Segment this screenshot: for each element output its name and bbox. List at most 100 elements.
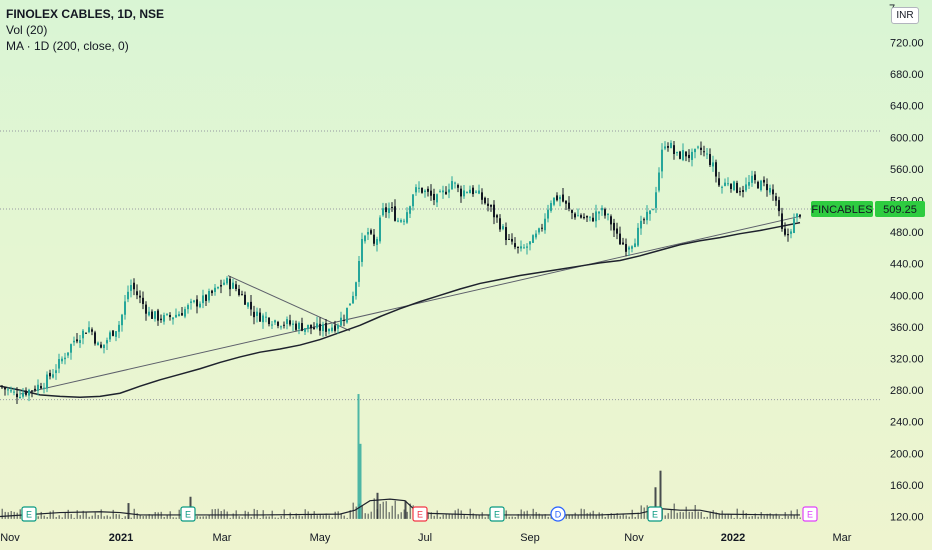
- volume-bar: [4, 511, 6, 519]
- candle-body: [361, 238, 363, 262]
- volume-bar: [70, 514, 72, 519]
- price-tag-bg: [875, 201, 925, 217]
- volume-bar: [667, 513, 669, 519]
- legend-volume[interactable]: Vol (20): [6, 23, 48, 37]
- candle-body: [568, 202, 570, 209]
- volume-bar: [343, 515, 345, 519]
- y-tick-label: 240.00: [890, 417, 924, 429]
- candle-body: [724, 182, 726, 186]
- candle-body: [436, 194, 438, 203]
- candle-body: [238, 288, 240, 295]
- candle-body: [328, 328, 330, 332]
- candle-body: [193, 300, 195, 302]
- volume-bar: [538, 513, 540, 519]
- volume-bar: [196, 516, 198, 519]
- volume-bar: [211, 509, 213, 519]
- volume-bar: [757, 516, 759, 519]
- volume-bar: [463, 514, 465, 519]
- volume-bar: [616, 513, 618, 519]
- volume-bar: [451, 514, 453, 519]
- candle-body: [760, 180, 762, 191]
- volume-bar: [403, 509, 405, 519]
- volume-spike: [654, 487, 657, 519]
- candle-body: [28, 389, 30, 396]
- volume-bar: [679, 511, 681, 519]
- candle-body: [268, 317, 270, 325]
- candle-body: [88, 327, 90, 333]
- volume-bar: [325, 513, 327, 519]
- candle-body: [103, 344, 105, 349]
- candle-body: [709, 154, 711, 166]
- candle-body: [439, 191, 441, 193]
- volume-bar: [106, 515, 108, 519]
- volume-bar: [121, 518, 123, 519]
- price-axis[interactable]: 720.00680.00640.00600.00560.00520.00480.…: [890, 38, 924, 524]
- volume-bar: [124, 516, 126, 519]
- candle-body: [19, 396, 21, 398]
- volume-bar: [574, 512, 576, 519]
- volume-bar: [643, 507, 645, 519]
- candle-body: [70, 344, 72, 353]
- candle-body: [244, 294, 246, 305]
- candle-body: [778, 200, 780, 212]
- x-tick-label: Mar: [833, 532, 852, 544]
- volume-bar: [565, 515, 567, 519]
- candle-body: [460, 188, 462, 197]
- volume-bar: [316, 515, 318, 519]
- volume-bar: [253, 508, 255, 519]
- candle-body: [514, 243, 516, 248]
- candle-body: [145, 304, 147, 314]
- candle-body: [619, 233, 621, 245]
- volume-ma: [0, 498, 800, 518]
- volume-bar: [664, 515, 666, 519]
- candle-body: [10, 390, 12, 392]
- candle-body: [484, 197, 486, 204]
- candle-body: [379, 217, 381, 242]
- chart-legend[interactable]: FINOLEX CABLES, 1D, NSE Vol (20) MA · 1D…: [6, 6, 164, 54]
- x-tick-label: 2021: [109, 532, 133, 544]
- candle-body: [712, 162, 714, 167]
- candle-body: [559, 196, 561, 200]
- candle-body: [499, 218, 501, 230]
- event-badge-label: E: [494, 510, 500, 520]
- candle-body: [241, 294, 243, 296]
- candle-body: [622, 242, 624, 245]
- volume-bar: [259, 518, 261, 519]
- candle-body: [388, 208, 390, 214]
- volume-bar: [346, 517, 348, 519]
- volume-bar: [145, 515, 147, 519]
- legend-title[interactable]: FINOLEX CABLES, 1D, NSE: [6, 7, 165, 21]
- candle-body: [283, 324, 285, 326]
- time-axis[interactable]: Nov 2021 Mar May Jul Sep Nov 2022 Mar: [0, 532, 852, 544]
- candle-body: [733, 181, 735, 191]
- legend-ma[interactable]: MA · 1D (200, close, 0): [6, 39, 129, 53]
- candle-body: [325, 323, 327, 332]
- candle-body: [670, 142, 672, 148]
- volume-bar: [634, 516, 636, 519]
- candle-body: [652, 209, 654, 211]
- candle-body: [181, 313, 183, 316]
- candle-body: [394, 206, 396, 221]
- currency-button[interactable]: INR: [891, 7, 919, 24]
- candle-body: [337, 325, 339, 329]
- y-tick-label: 120.00: [890, 512, 924, 524]
- volume-bar: [409, 503, 411, 519]
- candle-body: [139, 295, 141, 298]
- candle-body: [718, 178, 720, 186]
- candle-body: [37, 384, 39, 391]
- candle-body: [319, 323, 321, 331]
- volume-bar: [172, 517, 174, 519]
- earnings-badge: [412, 506, 428, 522]
- candle-body: [406, 212, 408, 223]
- candle-body: [232, 282, 234, 289]
- event-badge-label: D: [555, 510, 562, 520]
- volume-bar: [532, 508, 534, 519]
- volume-bar: [745, 513, 747, 519]
- candle-body: [364, 235, 366, 242]
- volume-bar: [265, 516, 267, 519]
- candle-body: [697, 146, 699, 148]
- volume-bar: [481, 512, 483, 519]
- candle-body: [544, 218, 546, 231]
